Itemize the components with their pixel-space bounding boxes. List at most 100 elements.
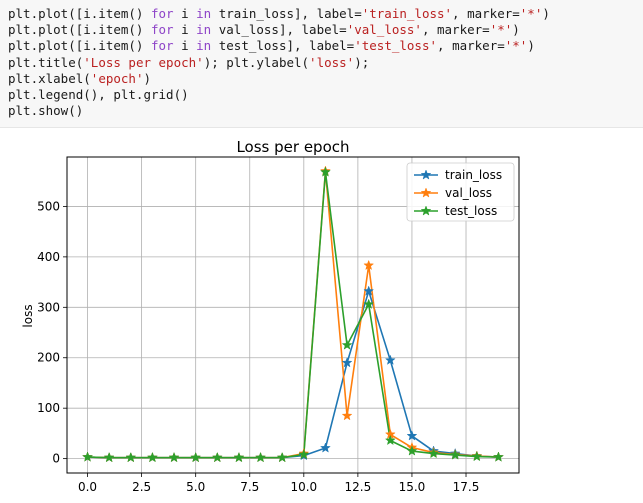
code-string: 'epoch' bbox=[90, 70, 144, 86]
data-point-test_loss bbox=[406, 445, 418, 456]
code-token: train_loss], label= bbox=[211, 6, 362, 21]
code-line: plt.title('Loss per epoch'); plt.ylabel(… bbox=[8, 55, 369, 70]
x-tick-label: 15.0 bbox=[399, 480, 426, 494]
code-token: ) bbox=[512, 22, 520, 38]
code-token: ) bbox=[143, 70, 152, 86]
code-token: plt.plot([i.item() bbox=[8, 22, 151, 38]
code-keyword: for bbox=[151, 22, 174, 38]
code-token: ) bbox=[542, 6, 550, 21]
data-point-test_loss bbox=[125, 451, 137, 463]
data-point-test_loss bbox=[298, 448, 310, 460]
code-line: plt.show() bbox=[8, 103, 83, 118]
data-point-train_loss bbox=[406, 430, 418, 441]
code-token: val_loss], label= bbox=[211, 22, 347, 38]
code-keyword: for bbox=[151, 6, 174, 21]
code-line: plt.legend(), plt.grid() bbox=[8, 87, 189, 102]
y-axis-label: loss bbox=[21, 304, 35, 327]
code-token: plt.xlabel( bbox=[8, 70, 91, 86]
code-string: '*' bbox=[504, 38, 528, 54]
code-line: plt.xlabel('epoch') bbox=[8, 71, 151, 86]
plot-frame bbox=[66, 156, 520, 474]
code-token: plt.show() bbox=[8, 103, 84, 119]
code-keyword: in bbox=[196, 6, 212, 21]
legend-swatch-marker bbox=[420, 205, 432, 216]
data-point-test_loss bbox=[493, 451, 504, 462]
code-token: plt.title( bbox=[8, 54, 84, 70]
data-point-test_loss bbox=[276, 451, 288, 463]
code-token: plt.legend(), plt.grid() bbox=[8, 87, 189, 103]
x-tick-label: 12.5 bbox=[345, 480, 372, 494]
legend-label: test_loss bbox=[445, 204, 497, 218]
y-tick-label: 200 bbox=[37, 351, 60, 365]
data-point-train_loss bbox=[320, 442, 331, 453]
code-token: plt.plot([i.item() bbox=[8, 38, 151, 54]
code-token: i bbox=[173, 38, 197, 54]
data-point-val_loss bbox=[363, 259, 375, 271]
data-point-test_loss bbox=[449, 449, 461, 460]
code-token: i bbox=[173, 22, 197, 38]
axis-ticks: 0.0 2.5 5.0 7.5 10.0 12.5 15.0 17.5 0 100 200 300 40… bbox=[37, 199, 479, 494]
y-tick-label: 0 bbox=[52, 452, 60, 466]
code-token: ); bbox=[354, 54, 370, 70]
code-line: plt.plot([i.item() for i in train_loss],… bbox=[8, 6, 550, 21]
data-point-test_loss bbox=[211, 451, 223, 463]
legend-swatch-marker bbox=[420, 169, 432, 180]
code-keyword: in bbox=[196, 22, 212, 38]
data-point-test_loss bbox=[146, 451, 158, 463]
data-point-val_loss bbox=[341, 410, 353, 421]
data-point-test_loss bbox=[233, 451, 245, 463]
legend-label: train_loss bbox=[445, 168, 502, 182]
code-token: , marker= bbox=[437, 38, 505, 54]
code-keyword: in bbox=[196, 38, 212, 54]
legend-box bbox=[406, 162, 515, 222]
code-string: 'Loss per epoch' bbox=[83, 54, 204, 70]
x-tick-label: 0.0 bbox=[78, 480, 97, 494]
y-tick-label: 100 bbox=[37, 401, 60, 415]
code-keyword: for bbox=[151, 38, 174, 54]
data-point-test_loss bbox=[363, 298, 375, 309]
code-cell[interactable]: plt.plot([i.item() for i in train_loss],… bbox=[0, 0, 643, 128]
code-token: i bbox=[173, 6, 197, 21]
code-string: 'val_loss' bbox=[346, 22, 422, 38]
data-point-test_loss bbox=[428, 447, 440, 459]
code-editor[interactable]: plt.plot([i.item() for i in train_loss],… bbox=[8, 6, 550, 119]
data-point-test_loss bbox=[190, 451, 202, 463]
data-point-test_loss bbox=[384, 434, 396, 446]
code-string: '*' bbox=[519, 6, 543, 21]
chart-background bbox=[0, 128, 643, 499]
data-point-test_loss bbox=[471, 450, 483, 462]
code-token: ) bbox=[527, 38, 535, 54]
code-token: ); plt.ylabel( bbox=[203, 54, 310, 70]
code-token: plt.plot([i.item() bbox=[8, 6, 151, 21]
code-string: 'train_loss' bbox=[361, 6, 453, 21]
data-point-test_loss bbox=[255, 451, 266, 463]
x-tick-label: 5.0 bbox=[186, 480, 205, 494]
data-point-test_loss bbox=[168, 451, 180, 463]
y-tick-label: 300 bbox=[37, 300, 60, 314]
data-point-train_loss bbox=[341, 357, 353, 368]
x-tick-label: 17.5 bbox=[453, 480, 480, 494]
code-line: plt.plot([i.item() for i in test_loss], … bbox=[8, 38, 535, 53]
legend-swatch-marker bbox=[420, 187, 432, 198]
legend-label: val_loss bbox=[445, 186, 492, 200]
code-token: , marker= bbox=[421, 22, 490, 38]
series-markers bbox=[82, 165, 504, 463]
legend: train_loss val_loss test_loss bbox=[406, 162, 515, 222]
code-string: '*' bbox=[489, 22, 513, 38]
x-tick-label: 7.5 bbox=[240, 480, 259, 494]
x-tick-label: 2.5 bbox=[132, 480, 151, 494]
y-tick-label: 500 bbox=[37, 199, 60, 213]
data-point-train_loss bbox=[363, 285, 375, 296]
data-point-test_loss bbox=[320, 166, 331, 177]
data-point-test_loss bbox=[341, 339, 353, 350]
data-point-train_loss bbox=[384, 354, 396, 365]
x-tick-label: 10.0 bbox=[290, 480, 317, 494]
code-string: 'test_loss' bbox=[354, 38, 438, 54]
code-token: test_loss], label= bbox=[211, 38, 355, 54]
code-token: , marker= bbox=[452, 6, 520, 21]
chart-title: Loss per epoch bbox=[236, 138, 349, 156]
code-string: 'loss' bbox=[309, 54, 355, 70]
y-tick-label: 400 bbox=[37, 250, 60, 264]
data-point-test_loss bbox=[103, 451, 115, 463]
code-line: plt.plot([i.item() for i in val_loss], l… bbox=[8, 22, 520, 37]
